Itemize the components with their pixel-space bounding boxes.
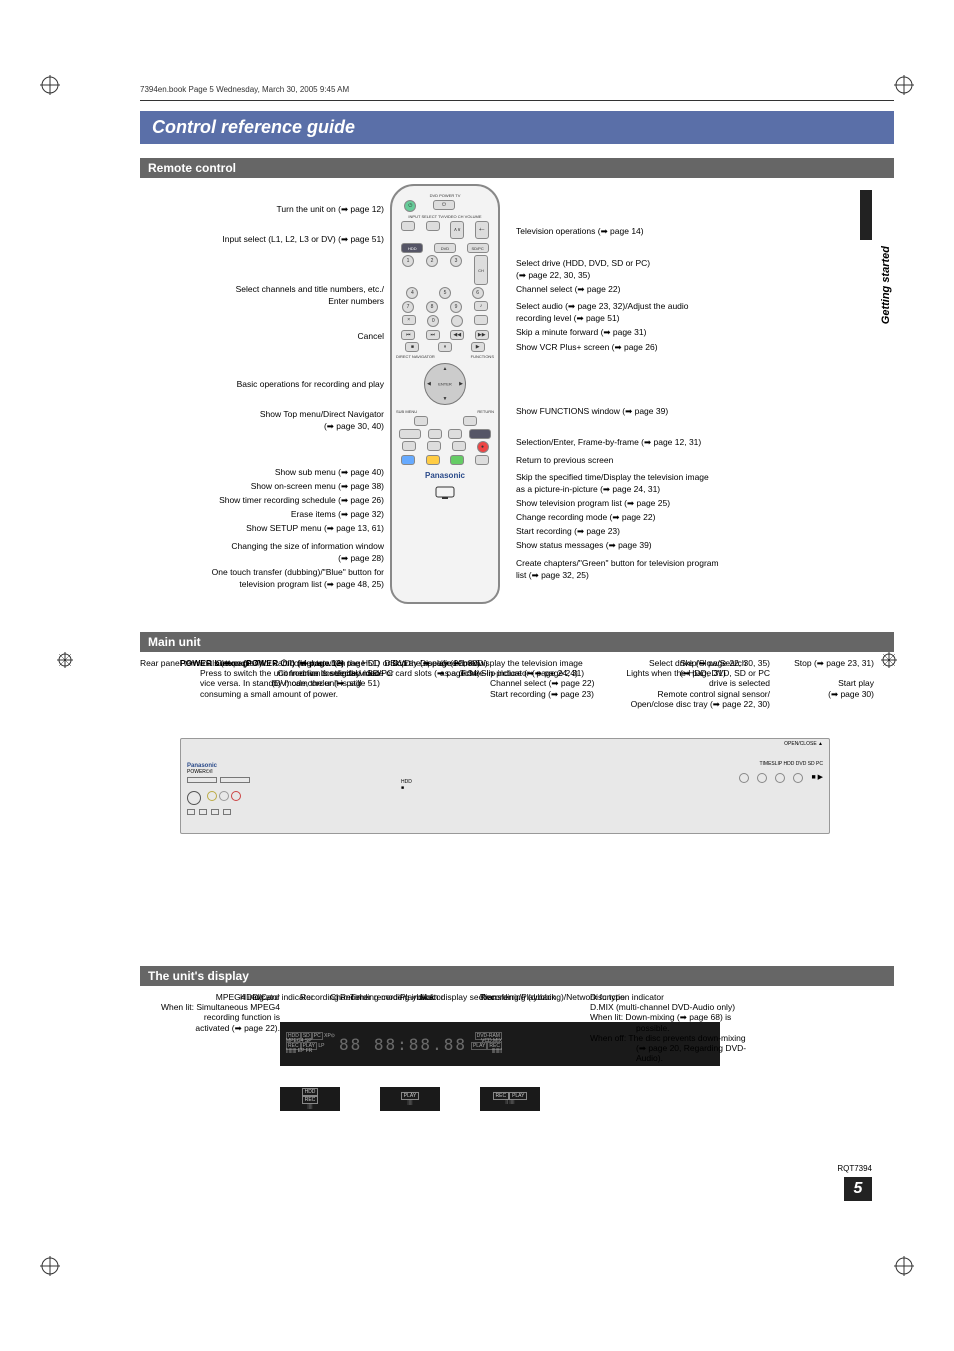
crop-mark-icon <box>894 1256 914 1276</box>
display-examples: HDDREC|||| PLAY|||| RECPLAY|| |||| <box>280 1087 540 1111</box>
remote-label: Show on-screen menu (➡ page 38) <box>140 481 390 491</box>
remote-label: Show SETUP menu (➡ page 13, 61) <box>140 523 390 533</box>
recplay-label: Recording/Playback <box>480 992 556 1002</box>
remote-label: Cancel <box>140 331 390 341</box>
mpeg4-desc: When lit: Simultaneous MPEG4 <box>161 1002 280 1012</box>
remote-label: Return to previous screen <box>510 455 613 465</box>
page-container: 7394en.book Page 5 Wednesday, March 30, … <box>0 0 954 1351</box>
remote-label: One touch transfer (dubbing)/"Blue" butt… <box>140 567 390 577</box>
crop-mark-icon <box>894 75 914 95</box>
dmix-off-label: When off: The disc prevents down-mixing <box>590 1033 746 1043</box>
skip-spec-label: Skip the specified time/Display the tele… <box>390 658 583 668</box>
crop-mark-icon <box>55 650 75 670</box>
mpeg4-desc: activated (➡ page 22). <box>195 1023 280 1033</box>
remote-label: Skip the specified time/Display the tele… <box>510 472 709 482</box>
remote-label: (➡ page 30, 40) <box>140 421 390 431</box>
power-desc-line: consuming a small amount of power. <box>200 689 338 699</box>
remote-label: Create chapters/"Green" button for telev… <box>510 558 719 568</box>
remote-label: Show VCR Plus+ screen (➡ page 26) <box>510 342 658 352</box>
display-diagram: HDD/Card indicator Recording mode Timer … <box>140 992 894 1192</box>
start-play-label: Start play <box>838 678 874 688</box>
remote-label: Show television program list (➡ page 25) <box>510 498 670 508</box>
dmix-label: D.MIX (multi-channel DVD-Audio only) <box>590 1002 735 1012</box>
remote-label: Channel select (➡ page 22) <box>510 284 620 294</box>
main-unit-illustration: Panasonic POWER⏻/I HDD■ OPEN/CLOSE ▲ TIM… <box>180 738 830 834</box>
remote-brand-label: Panasonic <box>396 471 494 480</box>
remote-label: television program list (➡ page 48, 25) <box>140 579 390 589</box>
conn-dv-label2: (DV) camcorder (➡ page 51) <box>272 678 380 688</box>
eg-label: e.g., <box>252 992 269 1002</box>
crop-mark-icon <box>40 75 60 95</box>
remote-label: Selection/Enter, Frame-by-frame (➡ page … <box>510 437 701 447</box>
dmix-pg-label: (➡ page 20, Regarding DVD- <box>636 1043 746 1053</box>
remote-label: Television operations (➡ page 14) <box>510 226 644 236</box>
page-number: 5 <box>844 1177 872 1201</box>
skip-spec-label2: as a picture-in-picture (➡ page 24, 31) <box>440 668 584 678</box>
dmix-poss-label: possible. <box>636 1023 670 1033</box>
recording-label: Recording <box>300 992 339 1002</box>
remote-label: Show Top menu/Direct Navigator <box>140 409 390 419</box>
remote-label: Start recording (➡ page 23) <box>510 526 620 536</box>
remote-label: Input select (L1, L2, L3 or DV) (➡ page … <box>140 234 390 244</box>
crop-mark-icon <box>40 1256 60 1276</box>
remote-label: Turn the unit on (➡ page 12) <box>140 204 390 214</box>
rear-panel-label: Rear panel terminals (➡ page 7) <box>140 658 262 668</box>
remote-label: Select audio (➡ page 23, 32)/Adjust the … <box>510 301 689 311</box>
stop-label: Stop (➡ page 23, 31) <box>794 658 874 668</box>
disc-type-label: Disc type <box>590 992 625 1002</box>
page-title: Control reference guide <box>140 111 894 144</box>
dmix-lit-label: When lit: Down-mixing (➡ page 68) is <box>590 1012 731 1022</box>
dmix-audio-label: Audio). <box>636 1053 663 1063</box>
remote-label: Changing the size of information window <box>140 541 390 551</box>
section-display-header: The unit's display <box>140 966 894 986</box>
remote-label: (➡ page 22, 30, 35) <box>510 270 590 280</box>
remote-label: Basic operations for recording and play <box>140 379 390 389</box>
skip-slow-pg: (➡ page 31) <box>680 668 726 678</box>
header-timestamp: 7394en.book Page 5 Wednesday, March 30, … <box>140 85 894 94</box>
remote-label: list (➡ page 32, 25) <box>510 570 589 580</box>
remote-label: (➡ page 28) <box>140 553 390 563</box>
remote-label: Show timer recording schedule (➡ page 26… <box>140 495 390 505</box>
playback-label: Playback <box>400 992 435 1002</box>
lights-hdd-label2: drive is selected <box>300 668 361 678</box>
skip-slow-label: Skip/Slow/Search <box>680 658 747 668</box>
mpeg4-desc: recording function is <box>204 1012 280 1022</box>
remote-label: Show status messages (➡ page 39) <box>510 540 652 550</box>
remote-label: Change recording mode (➡ page 22) <box>510 512 655 522</box>
remote-diagram: Turn the unit on (➡ page 12) Input select… <box>140 184 894 624</box>
section-remote-header: Remote control <box>140 158 894 178</box>
remote-label: as a picture-in-picture (➡ page 24, 31) <box>510 484 660 494</box>
mpeg4-label: MPEG4 indicator <box>216 992 280 1002</box>
open-close-label: Open/close disc tray (➡ page 22, 30) <box>631 699 770 709</box>
start-rec-label: Start recording (➡ page 23) <box>490 689 594 699</box>
remote-label: Select drive (HDD, DVD, SD or PC) <box>510 258 650 268</box>
remote-control-illustration: DVD POWER TV ⏻⏻ INPUT SELECT TV/VIDEO CH… <box>390 184 500 604</box>
remote-label: Erase items (➡ page 32) <box>140 509 390 519</box>
main-unit-diagram: POWER button (POWER ⏻/I) (➡ page 12) Pre… <box>140 658 894 958</box>
document-id: RQT7394 <box>837 1164 872 1173</box>
remote-label: Show sub menu (➡ page 40) <box>140 467 390 477</box>
remote-label: Select channels and title numbers, etc./ <box>140 284 390 294</box>
remote-label: recording level (➡ page 51) <box>510 313 620 323</box>
drive-selected-label: drive is selected <box>709 678 770 688</box>
start-play-pg: (➡ page 30) <box>828 689 874 699</box>
ch-select-label: Channel select (➡ page 22) <box>490 678 594 688</box>
remote-sensor-label: Remote control signal sensor/ <box>658 689 770 699</box>
remote-label: Skip a minute forward (➡ page 31) <box>510 327 646 337</box>
remote-label: Enter numbers <box>140 296 390 306</box>
remote-label: Show FUNCTIONS window (➡ page 39) <box>510 406 668 416</box>
section-main-unit-header: Main unit <box>140 632 894 652</box>
